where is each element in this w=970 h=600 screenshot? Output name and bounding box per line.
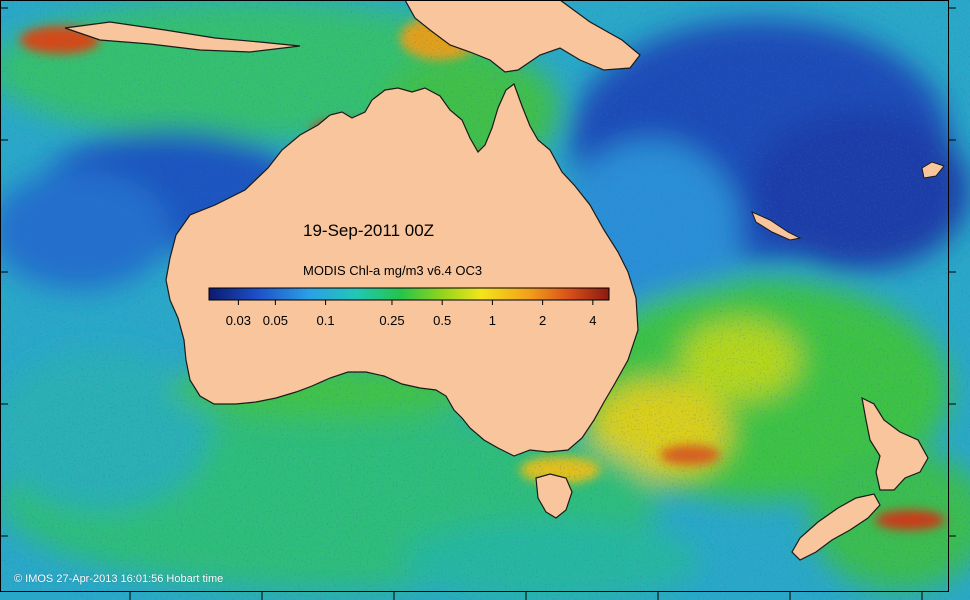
colorbar-tick-label: 0.1 xyxy=(316,313,335,328)
colorbar-tick-label: 0.03 xyxy=(225,313,252,328)
south-island-nz-landmass xyxy=(791,493,881,561)
north-island-nz-landmass xyxy=(861,396,929,491)
colorbar-tick-label: 0.25 xyxy=(379,313,405,328)
copyright-text: © IMOS 27-Apr-2013 16:01:56 Hobart time xyxy=(14,573,224,585)
colorbar-tick-label: 0.5 xyxy=(433,313,452,328)
colorbar-tick-label: 0.05 xyxy=(262,313,289,328)
colorbar-tick-label: 2 xyxy=(538,313,547,328)
australia-landmass xyxy=(165,83,639,457)
colorbar-tick-label: 4 xyxy=(589,313,597,328)
tasmania-landmass xyxy=(535,473,573,519)
colorbar-title: MODIS Chl-a mg/m3 v6.4 OC3 xyxy=(303,263,483,278)
colorbar-tick-label: 1 xyxy=(488,313,497,328)
colorbar-gradient xyxy=(208,287,610,301)
timor-landmass xyxy=(64,21,301,53)
fiji-landmass xyxy=(921,161,945,179)
new-caledonia-landmass xyxy=(751,211,802,241)
new-guinea-landmass xyxy=(404,0,641,73)
colorbar-tick-marks xyxy=(237,300,594,305)
map-frame xyxy=(0,0,949,592)
frame-ticks xyxy=(0,7,956,600)
landmasses xyxy=(64,0,945,561)
date-label: 19-Sep-2011 00Z xyxy=(303,221,435,240)
